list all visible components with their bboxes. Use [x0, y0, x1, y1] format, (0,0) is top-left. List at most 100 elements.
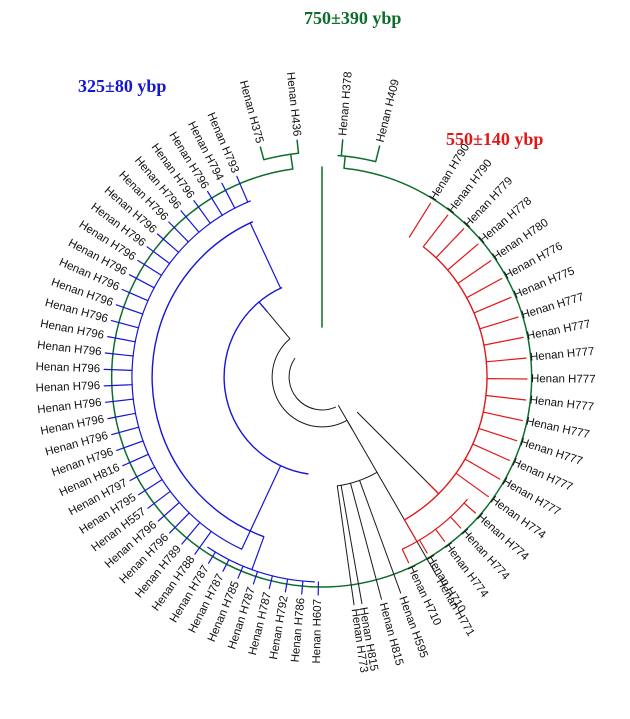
red-leaf-label: Henan H777	[530, 346, 595, 364]
green-arc	[110, 167, 533, 588]
blue-leaf-branch	[284, 578, 289, 593]
blue-leaf-branch	[110, 320, 140, 329]
blue-leaf-branch	[107, 336, 136, 343]
blue-leaf-branch	[222, 559, 230, 572]
blue-leaf-branch	[104, 398, 134, 403]
black-leaf-branch	[350, 482, 382, 600]
red-leaf-branch	[464, 458, 501, 480]
blue-leaf-branch	[107, 412, 137, 420]
blue-leaf-branch	[208, 551, 216, 564]
blue-leaf-branch	[180, 210, 200, 233]
age-label-red-clade: 550±140 ybp	[446, 129, 544, 149]
blue-leaf-branch	[157, 501, 180, 522]
red-leaf-label: Henan H777	[529, 394, 595, 413]
leaf-labels: Henan H375 Henan H436 Henan H378 Henan H409…	[35, 71, 595, 673]
blue-leaf-label: Henan H796	[35, 361, 100, 375]
red-leaf-branch	[479, 316, 519, 330]
blue-leaf-branch	[129, 466, 156, 482]
blue-leaf-branch	[137, 259, 163, 276]
green-leaf-label: Henan H436	[284, 71, 303, 136]
age-label-blue-clade: 325±80 ybp	[78, 76, 167, 96]
red-leaf-branch	[449, 516, 462, 529]
green-leaf-branch	[259, 146, 265, 161]
blue-leaf-branch	[115, 304, 144, 315]
red-leaf-branch	[401, 548, 410, 564]
blue-leaf-label: Henan H796	[35, 380, 100, 395]
red-leaf-branch	[483, 336, 524, 346]
backbone-arc	[271, 338, 348, 428]
blue-leaf-branch	[221, 182, 236, 209]
blue-leaf-label: Henan H607	[311, 599, 324, 664]
blue-inner-arc	[151, 221, 265, 538]
root-arc	[288, 357, 337, 411]
green-leaf-label: Henan H378	[337, 71, 355, 136]
blue-leaf-branch	[121, 288, 149, 302]
red-leaf-label: Henan H777	[531, 373, 596, 386]
green-leaf-label: Henan H409	[375, 78, 402, 144]
red-leaf-branch	[455, 472, 489, 498]
black-leaf-branch	[340, 484, 363, 604]
red-leaf-branch	[485, 357, 527, 363]
green-leaf-branch	[340, 139, 344, 157]
blue-leaf-branch	[268, 575, 273, 590]
tree-branches	[103, 139, 533, 606]
red-leaf-branch	[478, 427, 518, 442]
green-leaf-label: Henan H375	[237, 79, 265, 144]
red-stem	[427, 482, 440, 495]
green-sub-arc	[337, 154, 376, 163]
green-sub-branch	[343, 155, 346, 169]
red-leaf-branch	[466, 277, 503, 299]
blue-connector	[249, 222, 282, 289]
blue-leaf-branch	[193, 200, 211, 224]
blue-leaf-branch	[181, 521, 201, 545]
blue-leaf-arc	[131, 200, 252, 550]
red-sub-arc	[402, 498, 468, 550]
blue-leaf-branch	[146, 246, 171, 265]
blue-leaf-branch	[147, 490, 171, 509]
blue-leaf-branch	[122, 453, 149, 467]
red-main-arc	[404, 246, 488, 521]
green-sub-arc	[263, 152, 299, 161]
blue-stem	[258, 301, 268, 312]
blue-leaf-branch	[194, 530, 212, 555]
green-sub-branch	[289, 153, 294, 170]
blue-leaf-label: Henan H786	[289, 597, 307, 662]
blue-leaf-branch	[116, 440, 144, 451]
red-leaf-branch	[435, 528, 446, 542]
blue-leaf-branch	[137, 479, 163, 496]
blue-leaf-label: Henan H796	[37, 397, 103, 416]
red-stem-black	[356, 411, 429, 484]
blue-connector	[251, 536, 265, 571]
blue-leaf-branch	[103, 384, 133, 387]
blue-leaf-branch	[207, 190, 223, 216]
red-leaf-label: Henan H777	[526, 318, 592, 342]
blue-leaf-branch	[237, 565, 244, 579]
black-leaf-branch	[336, 485, 355, 606]
age-label-green-clade: 750±390 ybp	[304, 8, 402, 28]
red-leaf-branch	[472, 443, 510, 461]
red-leaf-label: Henan H777	[525, 416, 591, 441]
black-stem	[346, 419, 378, 473]
blue-leaf-branch	[111, 426, 140, 436]
red-leaf-branch	[435, 228, 465, 259]
black-arc	[337, 471, 378, 487]
blue-leaf-branch	[104, 352, 134, 357]
green-leaf-branch	[374, 145, 381, 163]
blue-leaf-branch	[169, 512, 190, 534]
green-leaf-branch	[296, 139, 300, 154]
red-leaf-branch	[473, 296, 512, 314]
red-leaf-branch	[418, 539, 428, 554]
red-leaf-branch	[422, 214, 449, 248]
red-leaf-branch	[463, 502, 476, 514]
blue-leaf-branch	[103, 368, 133, 371]
blue-leaf-label: Henan H796	[37, 339, 103, 358]
red-leaf-branch	[457, 260, 492, 284]
blue-connector	[241, 465, 282, 550]
red-leaf-branch	[482, 411, 523, 422]
blue-leaf-branch	[168, 221, 189, 243]
black-leaf-branch	[359, 479, 402, 594]
blue-leaf-branch	[128, 274, 155, 289]
blue-leaf-branch	[156, 233, 180, 253]
